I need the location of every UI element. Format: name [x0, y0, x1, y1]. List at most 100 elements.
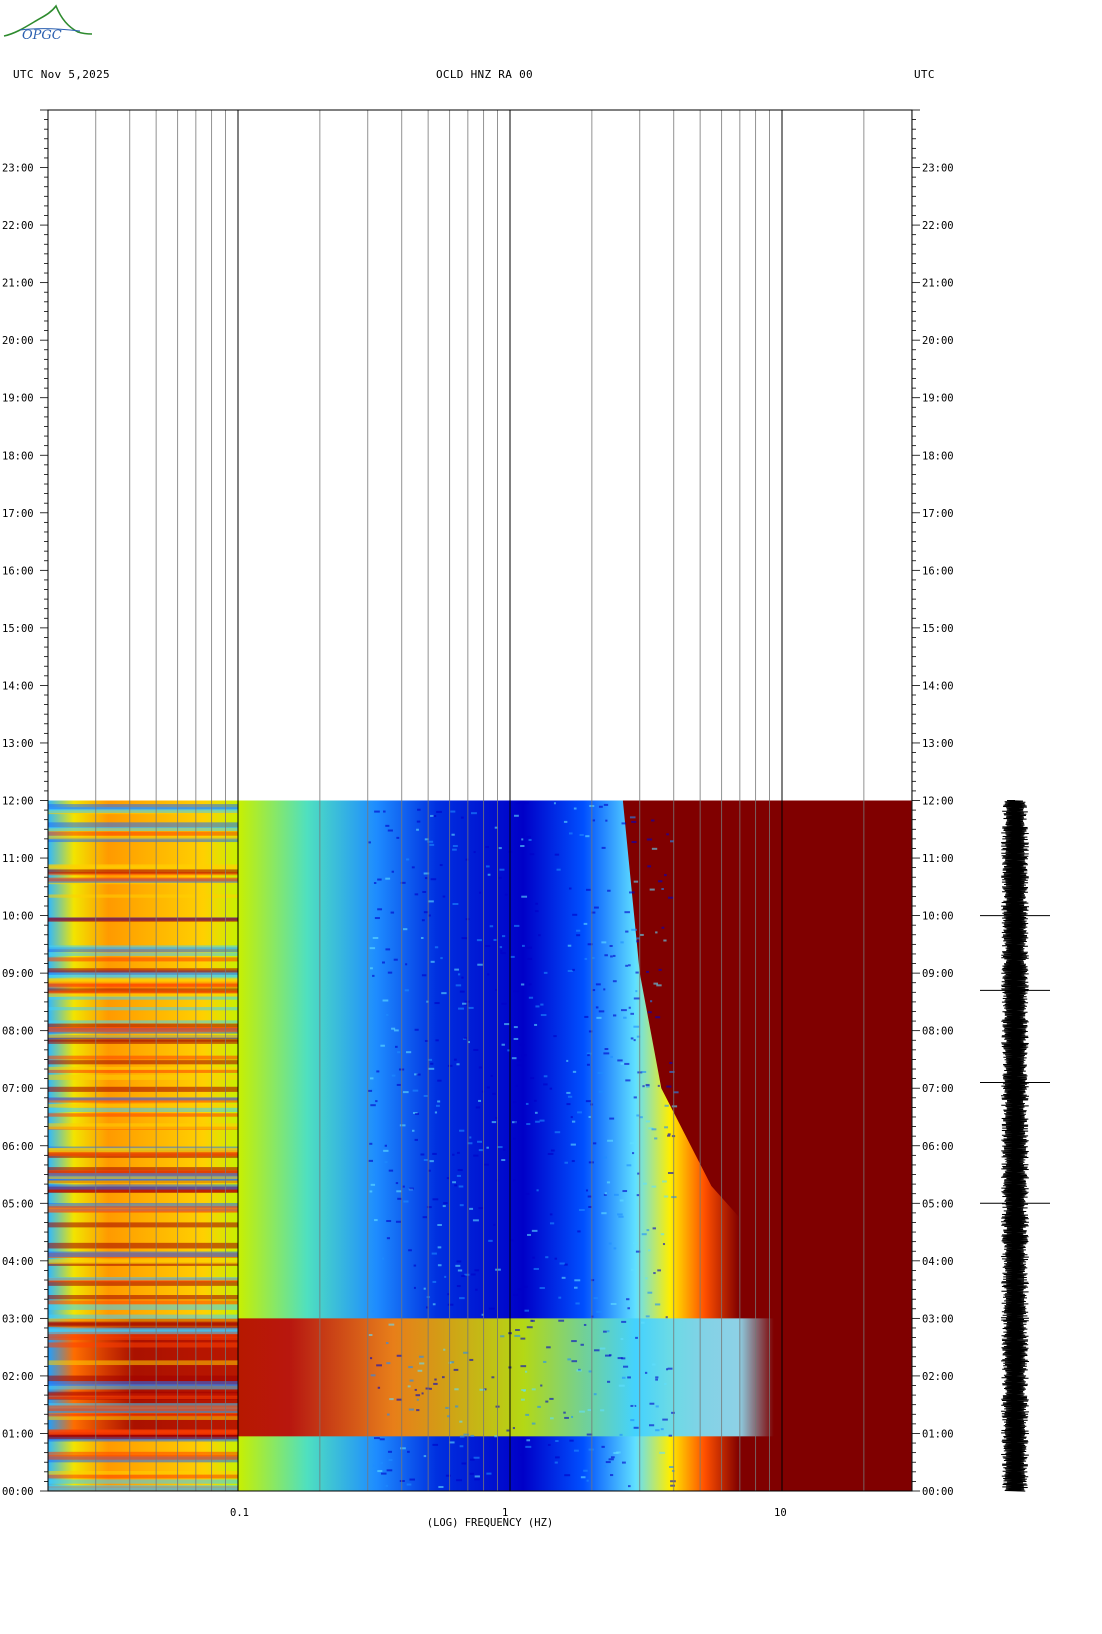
heatmap-speckle — [563, 1263, 568, 1266]
heatmap-speckle — [663, 939, 667, 942]
heatmap-speckle — [473, 1456, 480, 1459]
heatmap-speckle — [383, 810, 386, 813]
heatmap-speckle — [539, 1119, 545, 1122]
heatmap-speckle — [636, 1194, 640, 1197]
heatmap-speckle — [511, 1057, 517, 1060]
heatmap-speckle — [369, 1077, 374, 1080]
heatmap-speckle — [473, 851, 476, 854]
heatmap-speckle — [655, 1376, 659, 1379]
heatmap-speckle — [382, 961, 385, 964]
heatmap-speckle — [459, 1445, 464, 1448]
heatmap-speckle — [516, 1064, 523, 1067]
heatmap-speckle — [656, 984, 662, 987]
heatmap-speckle — [370, 1374, 376, 1377]
heatmap-speckle — [387, 1450, 393, 1453]
heatmap-speckle — [610, 1302, 617, 1305]
heatmap-streak — [48, 1069, 238, 1073]
heatmap-speckle — [585, 1189, 589, 1192]
heatmap-streak — [48, 872, 238, 876]
heatmap-streak — [48, 980, 238, 987]
y-tick-label-right: 21:00 — [922, 278, 954, 290]
heatmap-speckle — [567, 1095, 573, 1098]
heatmap-speckle — [608, 1242, 612, 1245]
y-tick-label-left: 09:00 — [2, 968, 34, 980]
heatmap-speckle — [486, 1086, 490, 1089]
x-tick-label-10: 10 — [774, 1507, 787, 1519]
heatmap-speckle — [423, 1455, 427, 1458]
heatmap-speckle — [486, 1472, 492, 1475]
heatmap-streak — [48, 1023, 238, 1028]
heatmap-speckle — [415, 1112, 419, 1115]
heatmap-speckle — [512, 1427, 515, 1430]
heatmap-speckle — [534, 1023, 538, 1026]
heatmap-speckle — [621, 822, 627, 825]
heatmap-speckle — [608, 1458, 614, 1461]
heatmap-speckle — [430, 960, 435, 963]
heatmap-streak — [48, 1151, 238, 1157]
heatmap-speckle — [566, 1103, 571, 1106]
heatmap-speckle — [514, 1334, 521, 1337]
heatmap-speckle — [524, 1370, 528, 1373]
heatmap-speckle — [503, 1148, 506, 1151]
heatmap-speckle — [612, 980, 617, 983]
heatmap-speckle — [533, 1099, 537, 1102]
heatmap-speckle — [374, 810, 380, 813]
heatmap-speckle — [669, 1070, 675, 1073]
heatmap-speckle — [546, 1346, 551, 1349]
heatmap-speckle — [567, 944, 572, 947]
heatmap-speckle — [456, 1174, 461, 1177]
heatmap-speckle — [605, 1354, 611, 1357]
heatmap-streak — [48, 804, 238, 810]
heatmap-speckle — [423, 872, 430, 875]
heatmap-speckle — [399, 1480, 405, 1483]
heatmap-speckle — [587, 1195, 592, 1198]
heatmap-speckle — [386, 1469, 393, 1472]
heatmap-streak — [48, 968, 238, 973]
heatmap-streak — [48, 1380, 238, 1386]
heatmap-speckle — [586, 1063, 590, 1066]
heatmap-speckle — [667, 1133, 671, 1136]
heatmap-speckle — [460, 816, 464, 819]
heatmap-speckle — [423, 911, 429, 914]
heatmap-speckle — [394, 1045, 398, 1048]
y-tick-label-right: 13:00 — [922, 738, 954, 750]
heatmap-speckle — [598, 1010, 605, 1013]
heatmap-speckle — [528, 838, 532, 841]
heatmap-speckle — [543, 1360, 547, 1363]
heatmap-speckle — [478, 1066, 483, 1069]
heatmap-speckle — [628, 964, 631, 967]
heatmap-speckle — [588, 1448, 595, 1451]
heatmap-speckle — [452, 902, 459, 905]
heatmap-speckle — [663, 1195, 669, 1198]
heatmap-speckle — [596, 1016, 602, 1019]
heatmap-speckle — [535, 1005, 540, 1008]
heatmap-speckle — [665, 1368, 669, 1371]
heatmap-speckle — [604, 954, 608, 957]
heatmap-streak — [48, 1281, 238, 1286]
heatmap-speckle — [459, 1435, 465, 1438]
heatmap-speckle — [566, 1091, 571, 1094]
heatmap-speckle — [576, 1369, 582, 1372]
heatmap-speckle — [454, 1388, 459, 1391]
heatmap-speckle — [669, 1466, 674, 1469]
heatmap-speckle — [501, 1002, 507, 1005]
heatmap-speckle — [414, 1073, 419, 1076]
heatmap-speckle — [635, 1250, 641, 1253]
heatmap-speckle — [391, 1074, 396, 1077]
heatmap-speckle — [413, 1286, 416, 1289]
heatmap-speckle — [368, 1334, 373, 1337]
heatmap-speckle — [501, 1043, 505, 1046]
heatmap-speckle — [667, 1367, 673, 1370]
heatmap-speckle — [671, 1105, 678, 1108]
heatmap-speckle — [652, 1227, 656, 1230]
heatmap-speckle — [403, 1200, 409, 1203]
heatmap-speckle — [525, 1192, 530, 1195]
heatmap-speckle — [414, 893, 419, 896]
heatmap-speckle — [635, 1336, 638, 1339]
heatmap-speckle — [405, 963, 408, 966]
heatmap-streak — [48, 822, 238, 828]
heatmap-speckle — [396, 1190, 402, 1193]
heatmap-speckle — [368, 1159, 374, 1162]
heatmap-speckle — [475, 1288, 478, 1291]
heatmap-speckle — [659, 1451, 666, 1454]
